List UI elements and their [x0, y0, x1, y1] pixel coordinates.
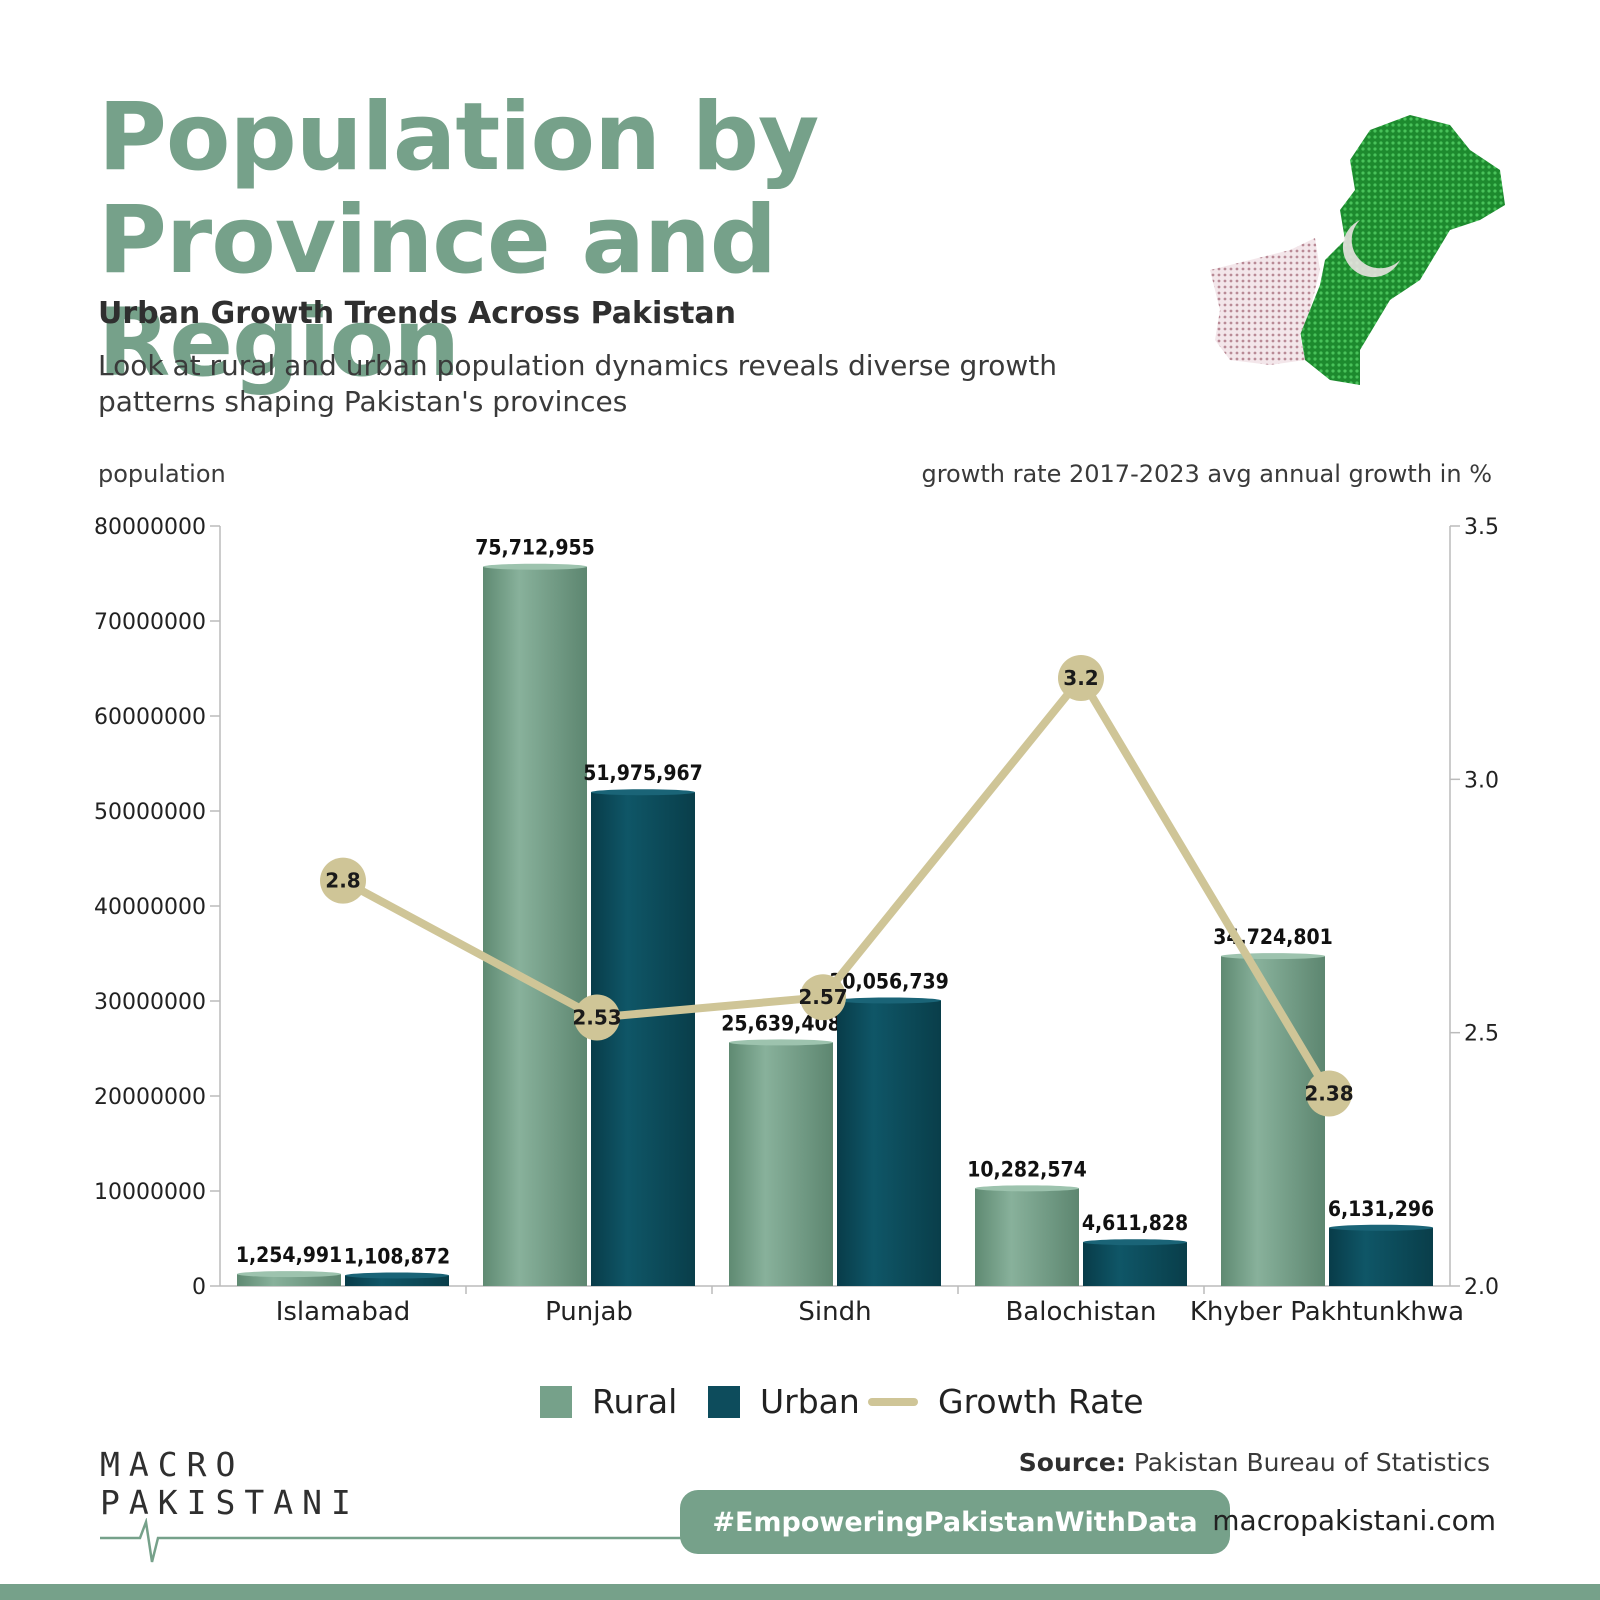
chart-title: Population by Province and Region	[98, 83, 819, 398]
growth-rate-point	[574, 994, 620, 1041]
bar-urban	[1329, 1227, 1433, 1286]
bottom-bar	[0, 1584, 1600, 1600]
bar-value-label-rural: 10,282,574	[967, 1157, 1087, 1181]
y-tick-label-left: 40000000	[94, 895, 206, 920]
y-tick-label-left: 10000000	[94, 1180, 206, 1205]
x-tick-label: Balochistan	[1005, 1297, 1156, 1327]
bar-top-rural	[483, 563, 587, 570]
bar-top-rural	[975, 1185, 1079, 1192]
bar-top-rural	[237, 1271, 341, 1278]
y-tick-label-left: 30000000	[94, 990, 206, 1015]
growth-rate-point	[1306, 1070, 1352, 1117]
growth-rate-label: 2.8	[325, 869, 360, 893]
y-tick-label-right: 3.5	[1464, 515, 1499, 540]
bar-rural	[729, 1042, 833, 1286]
y-tick-label-left: 80000000	[94, 515, 206, 540]
source-note: Source: Pakistan Bureau of Statistics	[1019, 1448, 1490, 1477]
source-value: Pakistan Bureau of Statistics	[1133, 1448, 1490, 1477]
bar-value-label-urban: 30,056,739	[829, 969, 949, 993]
growth-rate-point	[800, 974, 846, 1021]
bar-top-urban	[837, 997, 941, 1004]
legend-swatch-urban	[708, 1385, 740, 1418]
bar-rural	[237, 1274, 341, 1286]
y-tick-label-left: 20000000	[94, 1085, 206, 1110]
chart-legend: Rural Urban Growth Rate	[0, 1378, 1600, 1428]
bar-value-label-urban: 1,108,872	[344, 1244, 450, 1268]
bar-rural	[1221, 956, 1325, 1286]
legend-swatch-growth-rate	[868, 1397, 918, 1406]
hashtag-badge: #EmpoweringPakistanWithData	[680, 1490, 1230, 1554]
growth-rate-point	[1058, 655, 1104, 701]
legend-item-urban: Urban	[708, 1382, 860, 1421]
bar-urban	[591, 792, 695, 1286]
bar-value-label-urban: 6,131,296	[1328, 1197, 1434, 1221]
bar-value-label-urban: 51,975,967	[583, 761, 703, 785]
y-tick-label-left: 70000000	[94, 610, 206, 635]
logo-line-2: PAKISTANI	[100, 1483, 360, 1522]
y-axis-label-left: population	[98, 460, 226, 488]
chart-description: Look at rural and urban population dynam…	[98, 349, 1057, 418]
y-axis-label-right: growth rate 2017-2023 avg annual growth …	[921, 460, 1492, 488]
logo-line-1: MACRO	[100, 1445, 245, 1484]
y-tick-label-right: 2.0	[1464, 1275, 1499, 1300]
x-tick-label: Islamabad	[276, 1297, 411, 1327]
growth-rate-label: 2.53	[572, 1005, 621, 1029]
website-link[interactable]: macropakistani.com	[1212, 1504, 1496, 1537]
source-label: Source:	[1018, 1448, 1126, 1477]
bar-value-label-rural: 75,712,955	[475, 536, 595, 560]
y-tick-label-left: 60000000	[94, 705, 206, 730]
bar-value-label-urban: 4,611,828	[1082, 1211, 1188, 1235]
logo-pulse-line	[100, 1518, 690, 1563]
growth-rate-label: 2.57	[798, 985, 847, 1009]
legend-label-growth-rate: Growth Rate	[938, 1382, 1144, 1421]
bar-value-label-rural: 1,254,991	[236, 1243, 342, 1267]
y-tick-label-right: 2.5	[1464, 1022, 1499, 1047]
legend-label-urban: Urban	[760, 1382, 860, 1421]
bar-top-urban	[1329, 1224, 1433, 1231]
bar-urban	[1083, 1242, 1187, 1286]
bar-top-rural	[729, 1039, 833, 1046]
legend-label-rural: Rural	[592, 1382, 678, 1421]
legend-swatch-rural	[540, 1385, 572, 1418]
bar-rural	[975, 1188, 1079, 1286]
x-tick-label: Khyber Pakhtunkhwa	[1190, 1297, 1464, 1327]
chart-subtitle: Urban Growth Trends Across Pakistan	[98, 296, 737, 331]
growth-rate-label: 3.2	[1063, 666, 1098, 690]
x-tick-label: Punjab	[545, 1297, 633, 1327]
y-tick-label-left: 0	[192, 1275, 206, 1300]
bar-top-rural	[1221, 953, 1325, 960]
growth-rate-point	[320, 857, 366, 904]
x-tick-label: Sindh	[798, 1297, 871, 1327]
macro-pakistani-logo: MACRO PAKISTANI	[100, 1446, 690, 1568]
bar-top-urban	[591, 789, 695, 796]
bar-urban	[345, 1275, 449, 1286]
bar-rural	[483, 566, 587, 1286]
y-tick-label-right: 3.0	[1464, 768, 1499, 793]
y-tick-label-left: 50000000	[94, 800, 206, 825]
bar-top-urban	[345, 1272, 449, 1279]
chart-plot: 0 10000000 20000000 30000000 40000000 5000000…	[94, 515, 1499, 1327]
bar-top-urban	[1083, 1239, 1187, 1246]
growth-rate-label: 2.38	[1304, 1081, 1353, 1105]
bar-value-label-rural: 25,639,408	[721, 1011, 841, 1035]
pakistan-map-icon	[1210, 115, 1505, 385]
legend-item-rural: Rural	[540, 1382, 677, 1421]
legend-item-growth-rate: Growth Rate	[868, 1382, 1144, 1421]
bar-urban	[837, 1000, 941, 1286]
